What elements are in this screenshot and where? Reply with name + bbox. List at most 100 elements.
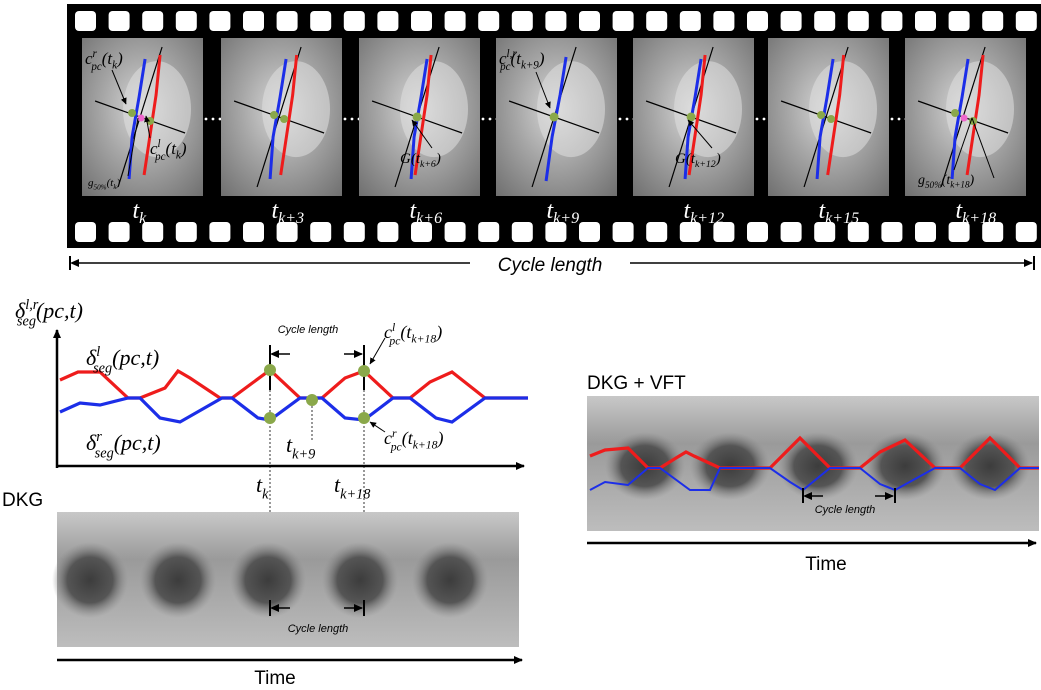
film-frame: tk+18 <box>905 38 1026 227</box>
perforation-hole <box>814 11 836 31</box>
math-labels: cr pc(tk) cl pc(tk) g50%(tk) G(tk+6) cl,r pc(tk… <box>15 48 995 503</box>
perforation-hole <box>948 11 970 31</box>
frame-left-contour <box>279 54 299 176</box>
perforation-hole <box>679 11 701 31</box>
marker-right-tk18 <box>358 412 370 424</box>
perforation-hole <box>108 222 130 242</box>
perforation-hole <box>142 222 164 242</box>
x-tick-tk18: tk+18 <box>334 472 370 503</box>
signal-cycle-length-label: Cycle length <box>278 324 339 336</box>
frame-left-contour <box>826 54 846 176</box>
marker-right-tk <box>264 412 276 424</box>
frame-cross-line <box>780 100 872 134</box>
perforation-hole <box>343 222 365 242</box>
perforation-hole <box>1015 11 1037 31</box>
frame-label: tk+15 <box>819 198 860 227</box>
signal-plot: Cycle length <box>53 324 528 600</box>
frame-left-contour <box>413 54 433 176</box>
perforation-hole <box>915 11 936 31</box>
vft-dark-region <box>690 432 770 500</box>
perforation-hole <box>511 11 533 31</box>
frame-right-contour <box>127 58 147 180</box>
upper-curve-label: δl seg(pc,t) <box>86 344 159 377</box>
perforation-hole <box>713 222 735 242</box>
perforation-hole <box>780 222 802 242</box>
x-tick-tk: tk <box>256 472 269 503</box>
annotation-frame7: g50%(tk+18) <box>918 173 975 190</box>
perforation-hole <box>814 222 836 242</box>
perforation-hole <box>982 222 1004 242</box>
annotation-frame5: G(tk+12) <box>675 151 721 170</box>
annotation-frame1-mid: cl pc(tk) <box>150 138 187 163</box>
perforation-hole <box>343 11 365 31</box>
film-frame: tk+6 <box>359 38 499 227</box>
perforation-hole <box>377 222 399 242</box>
perforation-hole <box>646 11 668 31</box>
film-cycle-length-bracket: Cycle length <box>69 255 1035 276</box>
film-cycle-length-label: Cycle length <box>498 255 603 276</box>
perforation-hole <box>780 11 802 31</box>
perforation-hole <box>612 222 634 242</box>
vft-dark-region <box>778 432 858 500</box>
annotation-right-tk18: cr pc(tk+18) <box>384 427 444 454</box>
perforation-hole <box>747 11 768 31</box>
perforation-hole <box>881 222 903 242</box>
perforation-hole <box>411 11 432 31</box>
dkg-dark-region <box>412 542 488 618</box>
perforation-hole <box>713 11 735 31</box>
perforation-hole <box>545 11 567 31</box>
perforation-hole <box>175 222 197 242</box>
perforation-hole <box>679 222 701 242</box>
annotation-frame3: G(tk+6) <box>400 151 441 170</box>
signal-curves <box>59 367 528 424</box>
dkg-panel: DKG Cycle length Time <box>2 490 523 689</box>
left-curve <box>59 367 528 400</box>
perforation-hole <box>75 222 96 242</box>
film-frame: tk+15 <box>768 38 908 227</box>
frame-label: tk+3 <box>272 198 305 227</box>
dkg-dark-region <box>230 542 306 618</box>
dkg-cycle-length-label: Cycle length <box>288 623 349 635</box>
frame-left-contour <box>687 54 707 176</box>
dkg-vft-time-label: Time <box>805 554 847 575</box>
frame-right-contour <box>950 58 970 180</box>
perforation-hole <box>75 11 96 31</box>
perforation-hole <box>579 11 600 31</box>
perforation-hole <box>612 11 634 31</box>
perforation-hole <box>982 11 1004 31</box>
perforation-hole <box>847 11 869 31</box>
dkg-vft-title: DKG + VFT <box>587 373 686 394</box>
film-frame: tk+12 <box>633 38 773 227</box>
perforation-hole <box>646 222 668 242</box>
mid-label-tk9: tk+9 <box>286 432 315 463</box>
perforation-hole <box>108 11 130 31</box>
perforation-hole <box>915 222 936 242</box>
perforation-hole <box>444 11 466 31</box>
film-frames: tk tk+3 tk+6 tk+9 tk+12 tk+15 tk+18 <box>82 38 1026 227</box>
perforation-hole <box>545 222 567 242</box>
perforation-hole <box>243 222 264 242</box>
perforation-hole <box>478 11 500 31</box>
perforation-hole <box>310 11 332 31</box>
lower-curve-label: δr seg(pc,t) <box>86 429 161 462</box>
marker-left-tk18 <box>358 365 370 377</box>
marker-tk9 <box>306 394 318 406</box>
perforation-hole <box>511 222 533 242</box>
perforation-hole <box>444 222 466 242</box>
dkg-dark-region <box>52 542 128 618</box>
frame-label: tk <box>133 198 148 227</box>
dkg-dark-region <box>140 542 216 618</box>
dkg-vft-dark-regions <box>605 432 1030 500</box>
dkg-dark-regions <box>52 542 488 618</box>
perforation-hole <box>847 222 869 242</box>
frame-cross-line <box>233 100 325 134</box>
perforation-hole <box>142 11 164 31</box>
vft-dark-region <box>950 432 1030 500</box>
annotation-left-tk18: cl pc(tk+18) <box>384 321 442 348</box>
film-frame: tk+9 <box>496 38 636 227</box>
marker-left-tk <box>264 364 276 376</box>
perforation-hole <box>411 222 432 242</box>
right-curve <box>59 396 528 424</box>
perforation-hole <box>1015 222 1037 242</box>
